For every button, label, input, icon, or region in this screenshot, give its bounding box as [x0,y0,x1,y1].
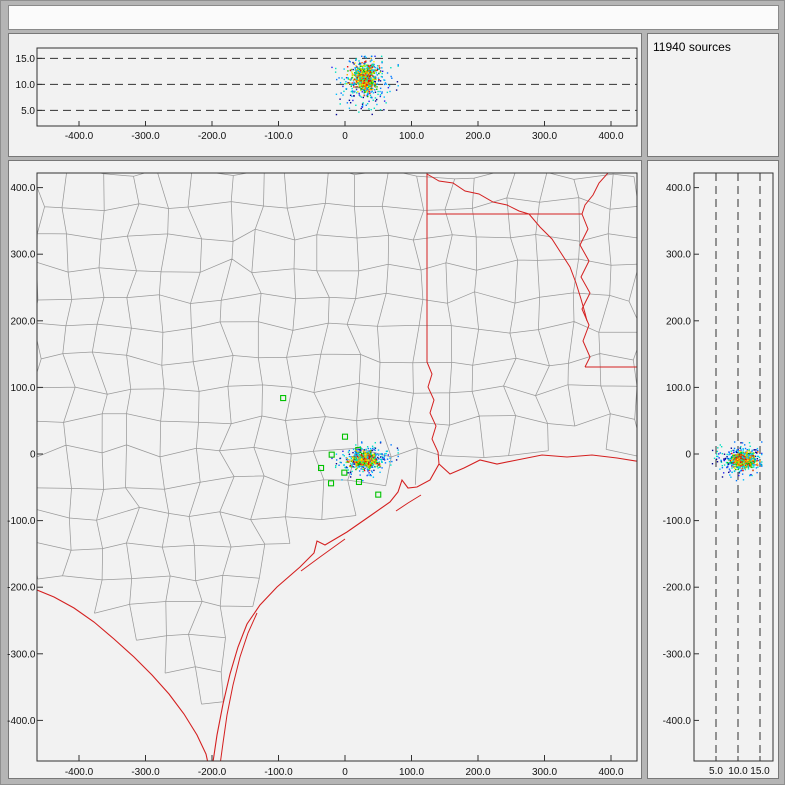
svg-text:-100.0: -100.0 [264,767,293,778]
svg-text:400.0: 400.0 [598,131,623,142]
svg-text:0: 0 [342,131,348,142]
svg-text:10.0: 10.0 [16,80,36,91]
svg-text:300.0: 300.0 [532,767,557,778]
altitude-ew-panel: -400.0 -300.0 -200.0 -100.0 0 100.0 200.0 300.0… [8,33,642,157]
svg-text:-100.0: -100.0 [663,516,692,527]
svg-text:-400.0: -400.0 [65,131,94,142]
svg-text:300.0: 300.0 [532,131,557,142]
altitude-ns-plot[interactable]: 400.0 300.0 200.0 100.0 0 -100.0 -200.0 -300.0 -… [648,161,778,778]
svg-text:-400.0: -400.0 [65,767,94,778]
svg-text:100.0: 100.0 [399,767,424,778]
svg-text:200.0: 200.0 [666,316,691,327]
svg-text:-300.0: -300.0 [663,649,692,660]
svg-text:300.0: 300.0 [10,250,35,261]
svg-text:-200.0: -200.0 [198,767,227,778]
svg-text:200.0: 200.0 [465,767,490,778]
altitude-ew-plot[interactable]: -400.0 -300.0 -200.0 -100.0 0 100.0 200.0 300.0… [9,34,641,156]
svg-text:0: 0 [30,450,36,461]
svg-text:-200.0: -200.0 [198,131,227,142]
svg-text:-300.0: -300.0 [7,649,36,660]
plan-view-plot[interactable]: -400.0 -300.0 -200.0 -100.0 0 100.0 200.0 300.0… [7,161,641,778]
svg-text:300.0: 300.0 [666,250,691,261]
svg-text:0: 0 [342,767,348,778]
title-bar: Houston Lightning Mapping Array 0000-010… [8,5,779,49]
svg-text:10.0: 10.0 [728,766,748,777]
svg-text:200.0: 200.0 [465,131,490,142]
svg-text:-400.0: -400.0 [663,716,692,727]
svg-text:-100.0: -100.0 [264,131,293,142]
svg-text:0: 0 [685,450,691,461]
svg-text:-400.0: -400.0 [7,716,36,727]
svg-text:-100.0: -100.0 [7,516,36,527]
svg-text:100.0: 100.0 [399,131,424,142]
svg-text:15.0: 15.0 [16,54,36,65]
sources-count-label: 11940 sources [653,40,731,54]
plan-view-panel: -400.0 -300.0 -200.0 -100.0 0 100.0 200.0 300.0… [7,160,642,779]
svg-text:15.0: 15.0 [750,766,770,777]
svg-text:-300.0: -300.0 [131,767,160,778]
svg-text:400.0: 400.0 [666,183,691,194]
svg-text:400.0: 400.0 [598,767,623,778]
svg-text:400.0: 400.0 [10,183,35,194]
svg-text:-200.0: -200.0 [663,583,692,594]
sources-count-panel: 11940 sources [647,33,779,157]
svg-text:100.0: 100.0 [666,383,691,394]
svg-text:-300.0: -300.0 [131,131,160,142]
svg-text:5.0: 5.0 [21,106,35,117]
altitude-ns-panel: 400.0 300.0 200.0 100.0 0 -100.0 -200.0 -300.0 -… [647,160,779,779]
svg-text:200.0: 200.0 [10,316,35,327]
svg-text:100.0: 100.0 [10,383,35,394]
svg-text:5.0: 5.0 [709,766,723,777]
svg-text:-200.0: -200.0 [7,583,36,594]
